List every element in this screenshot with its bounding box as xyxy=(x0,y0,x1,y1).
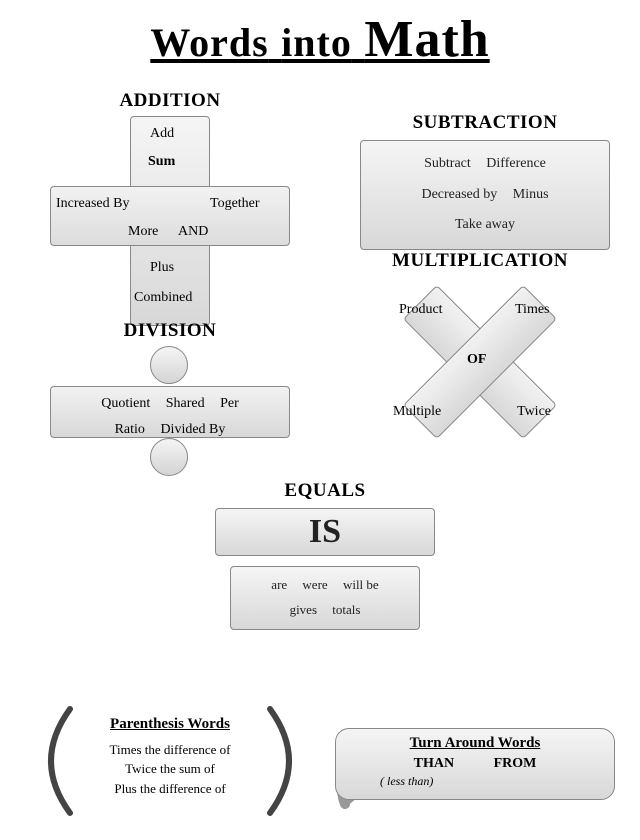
multiplication-term: Times xyxy=(515,302,550,318)
turnaround-section: Turn Around Words THAN FROM ( less than) xyxy=(335,728,615,800)
subtraction-term: Take away xyxy=(455,212,515,239)
multiplication-term: Twice xyxy=(517,404,551,420)
title-word-1: Words xyxy=(150,20,268,65)
addition-term: Increased By xyxy=(56,196,129,212)
equals-main-box: IS xyxy=(215,508,435,556)
subtraction-heading: SUBTRACTION xyxy=(360,112,610,134)
subtraction-term: Subtract xyxy=(424,151,471,178)
page-title: Words into Math xyxy=(0,0,640,73)
addition-term: Sum xyxy=(148,154,175,170)
subtraction-term: Minus xyxy=(513,182,549,209)
turnaround-term: THAN xyxy=(414,756,454,772)
division-term: Per xyxy=(220,393,239,415)
multiplication-section: MULTIPLICATION Product Times OF Multiple… xyxy=(360,250,600,448)
equals-term: totals xyxy=(332,600,360,621)
divide-icon: Quotient Shared Per Ratio Divided By xyxy=(50,346,290,476)
multiplication-term: Product xyxy=(399,302,443,318)
parenthesis-section: Parenthesis Words Times the difference o… xyxy=(20,701,320,810)
minus-icon: Subtract Difference Decreased by Minus T… xyxy=(360,140,610,250)
addition-section: ADDITION Add Sum Increased By Together M… xyxy=(40,90,300,326)
addition-term: Plus xyxy=(150,260,174,276)
plus-icon: Add Sum Increased By Together More AND P… xyxy=(50,116,290,326)
subtraction-term: Decreased by xyxy=(421,182,497,209)
subtraction-term: Difference xyxy=(486,151,546,178)
equals-term: were xyxy=(302,575,327,596)
division-heading: DIVISION xyxy=(40,320,300,342)
division-term: Quotient xyxy=(101,393,150,415)
addition-term: Together xyxy=(210,196,260,212)
equals-term: will be xyxy=(343,575,379,596)
parenthesis-line: Plus the difference of xyxy=(60,779,280,799)
equals-section: EQUALS IS are were will be gives totals xyxy=(200,480,450,630)
equals-term: gives xyxy=(290,600,317,621)
times-icon: Product Times OF Multiple Twice xyxy=(375,278,585,448)
addition-term: Add xyxy=(150,126,174,142)
equals-term: are xyxy=(271,575,287,596)
turnaround-term: FROM xyxy=(494,756,537,772)
division-term: Shared xyxy=(166,393,205,415)
equals-terms-box: are were will be gives totals xyxy=(230,566,420,630)
addition-heading: ADDITION xyxy=(40,90,300,112)
turnaround-sub: ( less than) xyxy=(346,774,604,789)
turnaround-box: Turn Around Words THAN FROM ( less than) xyxy=(335,728,615,800)
division-section: DIVISION Quotient Shared Per Ratio Divid… xyxy=(40,320,300,476)
turnaround-heading: Turn Around Words xyxy=(346,735,604,752)
multiplication-heading: MULTIPLICATION xyxy=(360,250,600,272)
parenthesis-line: Twice the sum of xyxy=(60,759,280,779)
title-word-2: into xyxy=(281,20,352,65)
parenthesis-heading: Parenthesis Words xyxy=(60,713,280,736)
division-term: Ratio xyxy=(115,419,145,441)
addition-term: AND xyxy=(178,224,208,240)
title-word-3: Math xyxy=(364,11,489,68)
multiplication-term: Multiple xyxy=(393,404,441,420)
addition-term: Combined xyxy=(134,290,192,306)
parenthesis-line: Times the difference of xyxy=(60,740,280,760)
equals-heading: EQUALS xyxy=(200,480,450,502)
addition-term: More xyxy=(128,224,158,240)
subtraction-section: SUBTRACTION Subtract Difference Decrease… xyxy=(360,112,610,250)
multiplication-term: OF xyxy=(467,352,486,368)
